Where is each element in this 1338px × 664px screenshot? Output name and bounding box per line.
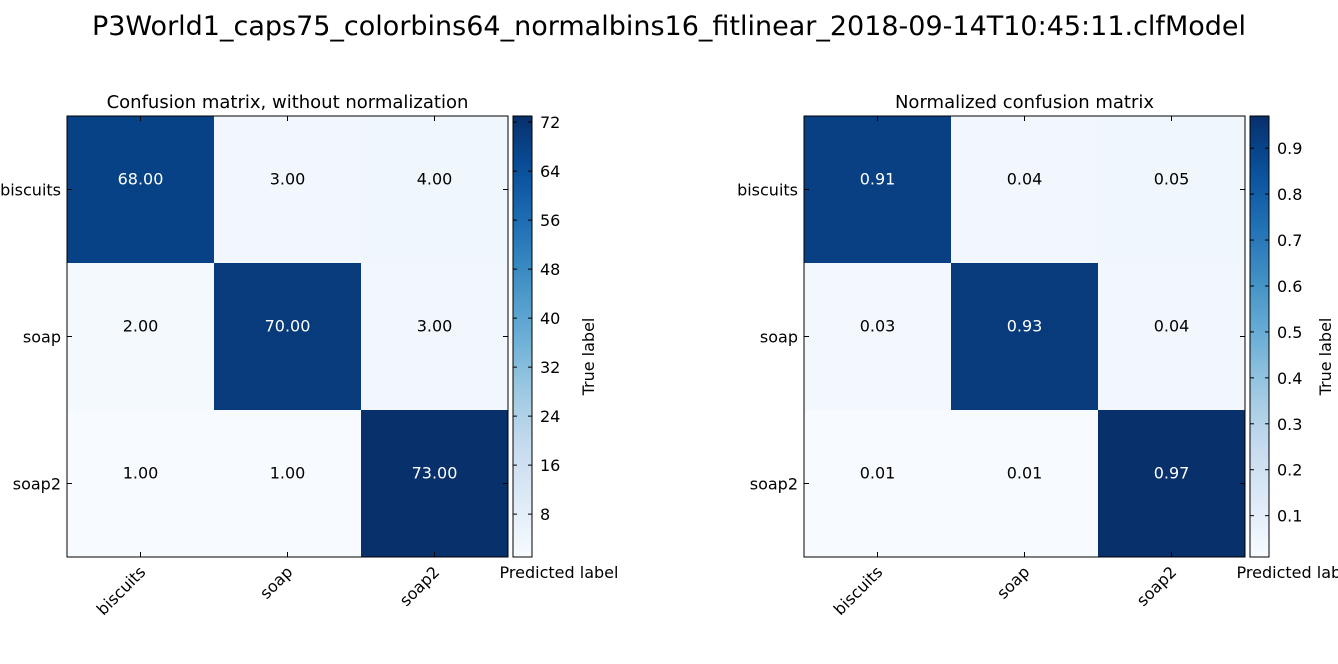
cell-value-label: 70.00 xyxy=(265,317,311,336)
cell-value-label: 0.91 xyxy=(860,170,896,189)
x-tick-label: soap2 xyxy=(1133,562,1181,610)
cell-value-label: 4.00 xyxy=(417,170,453,189)
colorbar xyxy=(1249,115,1270,558)
colorbar-tick-label: 56 xyxy=(540,211,560,230)
heatmap-cell xyxy=(361,263,509,411)
y-tick-label: soap2 xyxy=(750,475,798,494)
cell-value-label: 2.00 xyxy=(123,317,159,336)
colorbar-tick-label: 48 xyxy=(540,260,560,279)
cell-value-label: 0.97 xyxy=(1154,464,1190,483)
colorbar-tick-label: 0.7 xyxy=(1277,231,1302,250)
y-tick-label: biscuits xyxy=(737,181,798,200)
cell-value-label: 68.00 xyxy=(118,170,164,189)
heatmap-cell xyxy=(67,410,215,558)
cell-value-label: 0.01 xyxy=(860,464,896,483)
heatmap-cell xyxy=(1098,263,1246,411)
chart-title: Confusion matrix, without normalization xyxy=(107,92,469,113)
colorbar-tick-label: 0.1 xyxy=(1277,507,1302,526)
cell-value-label: 0.04 xyxy=(1154,317,1190,336)
heatmap-cell xyxy=(951,116,1099,264)
heatmap-cell xyxy=(804,410,952,558)
heatmap-cell xyxy=(951,263,1099,411)
colorbar-tick-label: 0.8 xyxy=(1277,185,1302,204)
heatmap-cell xyxy=(1098,116,1246,264)
heatmap-cell xyxy=(361,410,509,558)
cell-value-label: 3.00 xyxy=(270,170,306,189)
colorbar-tick-label: 0.6 xyxy=(1277,277,1302,296)
x-tick-label: soap2 xyxy=(396,562,444,610)
colorbar-tick-label: 40 xyxy=(540,309,560,328)
colorbar-tick-label: 24 xyxy=(540,407,560,426)
cell-value-label: 3.00 xyxy=(417,317,453,336)
cell-value-label: 0.04 xyxy=(1007,170,1043,189)
cell-value-label: 0.03 xyxy=(860,317,896,336)
x-tick-label: biscuits xyxy=(93,562,150,619)
heatmap-cell xyxy=(214,263,362,411)
cell-value-label: 0.05 xyxy=(1154,170,1190,189)
colorbar-tick-label: 72 xyxy=(540,113,560,132)
cell-value-label: 0.01 xyxy=(1007,464,1043,483)
confusion-matrix-raw-panel: Confusion matrix, without normalization 6… xyxy=(0,92,618,619)
heatmap-cell xyxy=(67,116,215,264)
colorbar-tick-label: 0.5 xyxy=(1277,323,1302,342)
heatmap-cell xyxy=(361,116,509,264)
chart-title: Normalized confusion matrix xyxy=(895,92,1154,113)
cell-value-label: 0.93 xyxy=(1007,317,1043,336)
colorbar-tick-label: 32 xyxy=(540,358,560,377)
y-tick-label: soap xyxy=(760,328,798,347)
cell-value-label: 1.00 xyxy=(270,464,306,483)
colorbar-tick-label: 0.4 xyxy=(1277,369,1302,388)
confusion-matrix-normalized-panel: Normalized confusion matrix 0.91 0.04 0.05 0… xyxy=(737,92,1338,619)
heatmap-cell xyxy=(804,116,952,264)
heatmap-cell xyxy=(214,410,362,558)
y-tick-label: soap xyxy=(23,328,61,347)
colorbar-tick-label: 0.3 xyxy=(1277,415,1302,434)
y-axis-label: True label xyxy=(1316,318,1335,397)
x-axis-label: Predicted label xyxy=(500,563,619,582)
y-tick-label: biscuits xyxy=(0,181,61,200)
heatmap-cell xyxy=(804,263,952,411)
x-tick-label: soap xyxy=(256,562,296,602)
x-axis-label: Predicted label xyxy=(1237,563,1338,582)
cell-value-label: 1.00 xyxy=(123,464,159,483)
colorbar-tick-label: 16 xyxy=(540,456,560,475)
heatmap-cell xyxy=(951,410,1099,558)
colorbar-tick-label: 8 xyxy=(540,505,550,524)
cell-value-label: 73.00 xyxy=(412,464,458,483)
heatmap-cell xyxy=(1098,410,1246,558)
figure-title: P3World1_caps75_colorbins64_normalbins16… xyxy=(92,11,1246,42)
y-tick-label: soap2 xyxy=(13,475,61,494)
colorbar-tick-label: 64 xyxy=(540,162,560,181)
colorbar xyxy=(512,115,533,558)
heatmap-cell xyxy=(67,263,215,411)
colorbar-tick-label: 0.2 xyxy=(1277,461,1302,480)
x-tick-label: soap xyxy=(993,562,1033,602)
x-tick-label: biscuits xyxy=(830,562,887,619)
colorbar-tick-label: 0.9 xyxy=(1277,139,1302,158)
y-axis-label: True label xyxy=(579,318,598,397)
heatmap-cell xyxy=(214,116,362,264)
